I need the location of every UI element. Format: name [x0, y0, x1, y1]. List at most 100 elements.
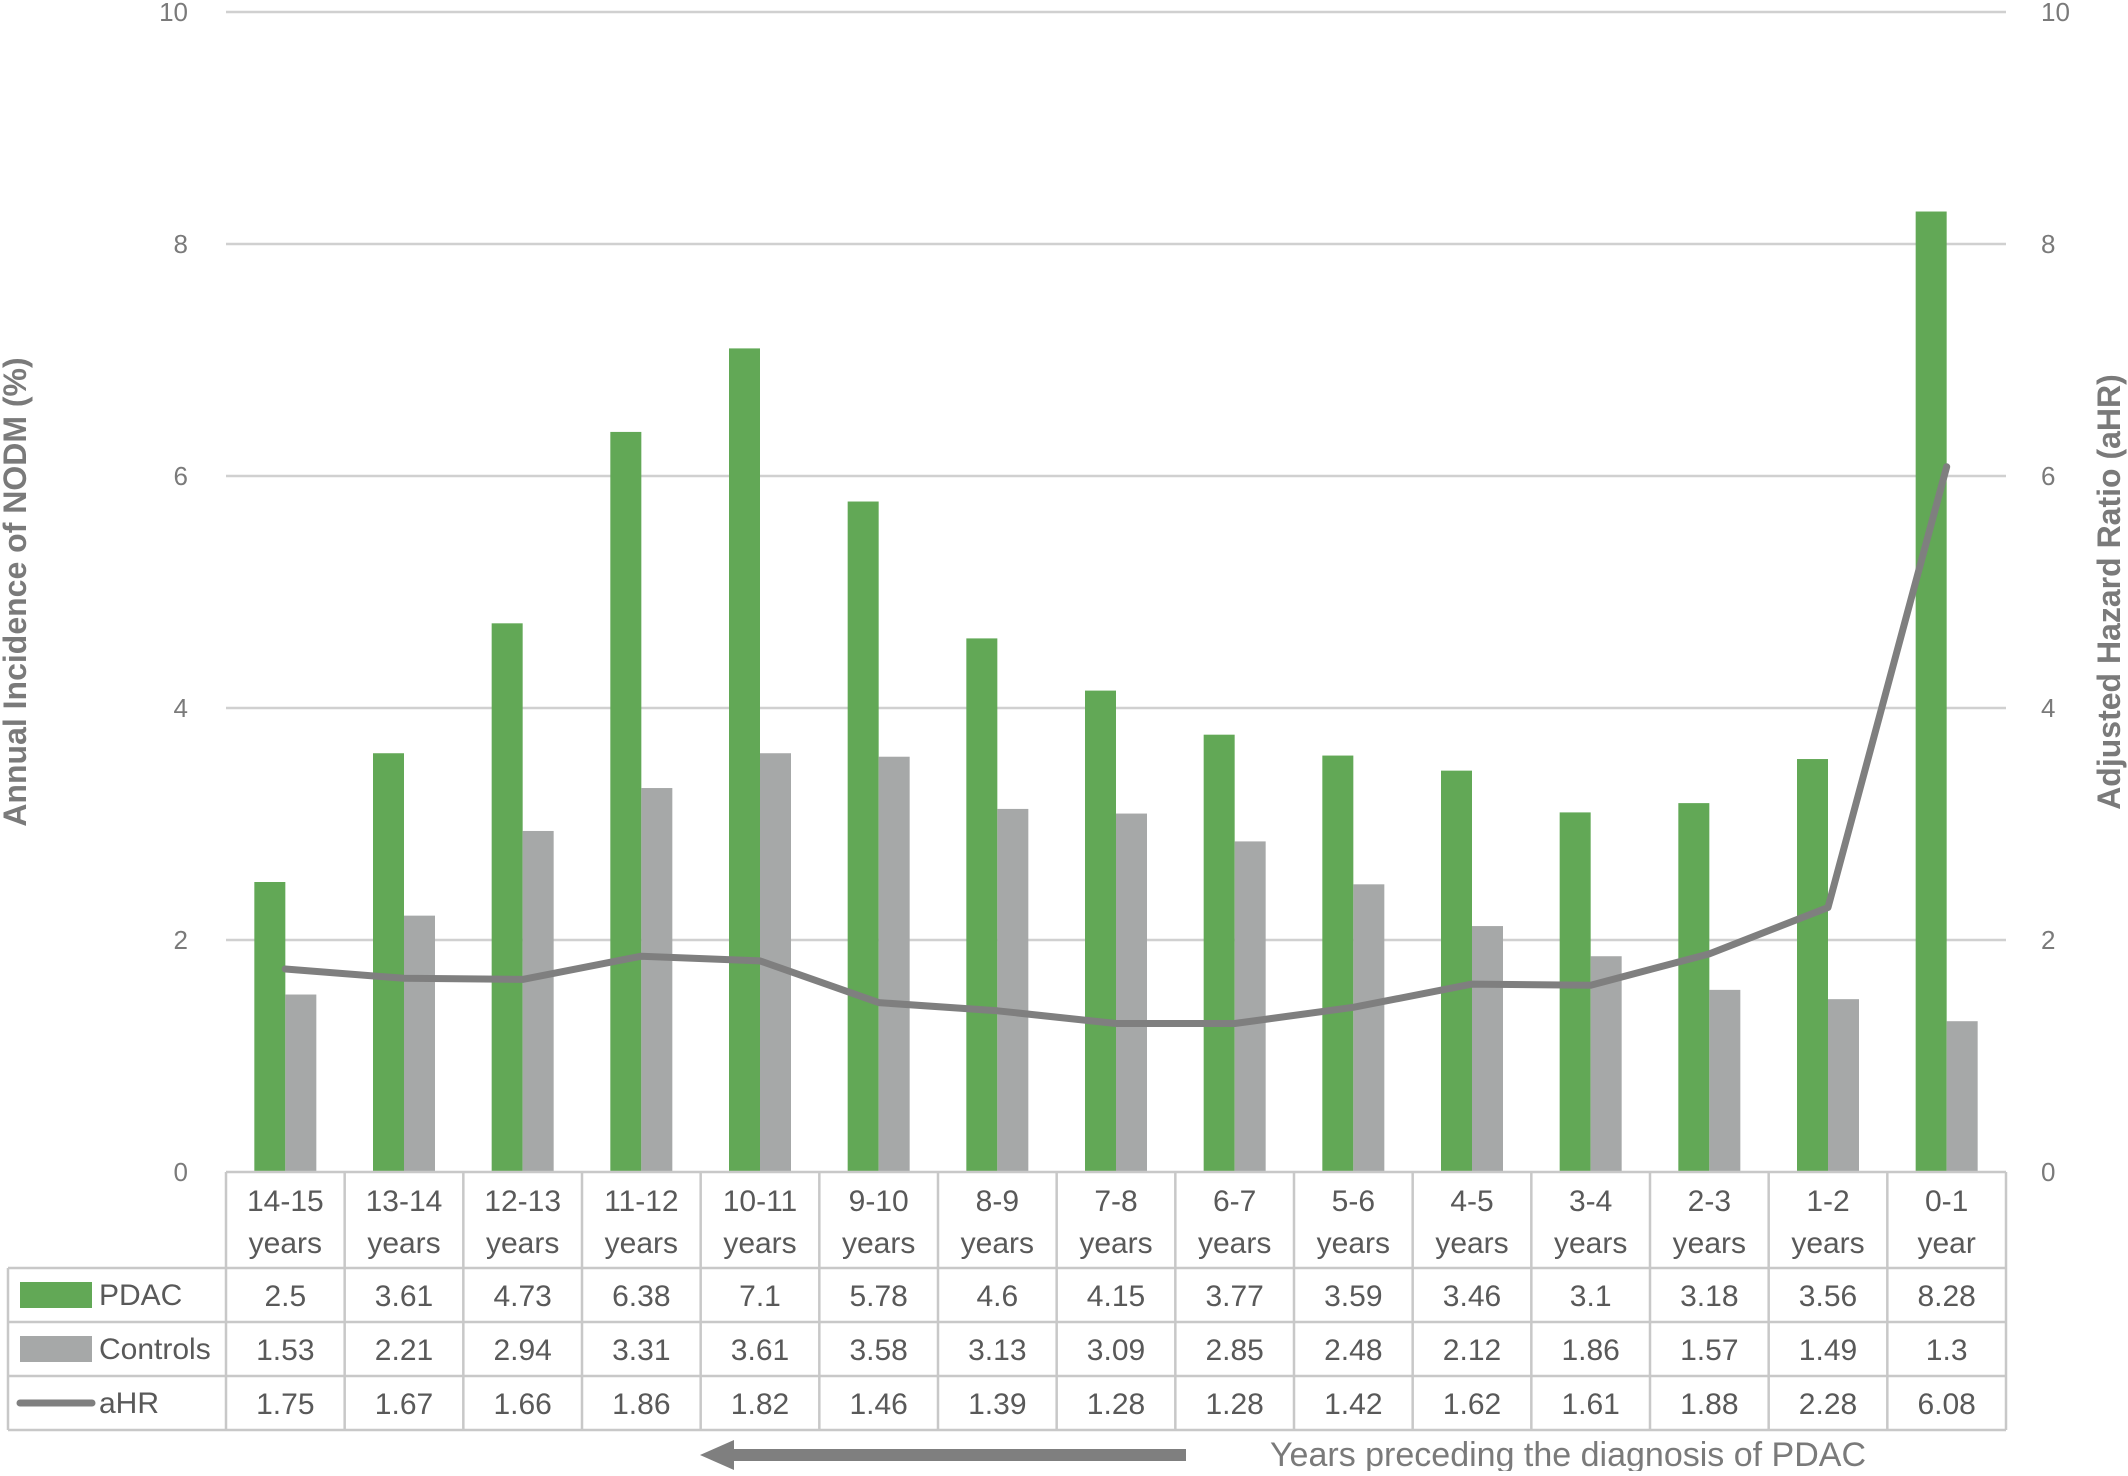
- x-tick-label: 7-8: [1094, 1185, 1137, 1218]
- y-tick-label: 6: [174, 461, 188, 491]
- data-label: 1.42: [1324, 1388, 1382, 1421]
- x-tick-label: years: [961, 1227, 1034, 1260]
- legend-label-pdac: PDAC: [99, 1279, 182, 1312]
- x-tick-label: 9-10: [849, 1185, 909, 1218]
- data-label: 4.15: [1087, 1280, 1145, 1313]
- bar-controls: [1234, 841, 1266, 1172]
- data-label: 2.94: [493, 1334, 551, 1367]
- x-tick-label: 11-12: [604, 1185, 679, 1218]
- bar-pdac: [1322, 755, 1354, 1172]
- bar-pdac: [729, 348, 760, 1172]
- x-tick-label: 1-2: [1806, 1185, 1849, 1218]
- x-tick-label: 12-13: [484, 1185, 561, 1218]
- data-label: 5.78: [849, 1280, 907, 1313]
- data-label: 4.6: [976, 1280, 1018, 1313]
- bar-pdac: [847, 501, 879, 1172]
- data-label: 1.46: [849, 1388, 907, 1421]
- data-label: 2.85: [1205, 1334, 1263, 1367]
- data-label: 1.82: [731, 1388, 789, 1421]
- line-ahr: [281, 463, 1951, 1027]
- x-tick-label: years: [1317, 1227, 1390, 1260]
- x-tick-label: years: [367, 1227, 440, 1260]
- data-label: 6.38: [612, 1280, 670, 1313]
- legend-key-pdac: [20, 1282, 92, 1308]
- data-label: 3.13: [968, 1334, 1026, 1367]
- data-label: 3.61: [375, 1280, 433, 1313]
- x-tick-label: years: [723, 1227, 796, 1260]
- bar-pdac: [254, 882, 286, 1172]
- data-label: 1.57: [1680, 1334, 1738, 1367]
- data-label: 3.18: [1680, 1280, 1738, 1313]
- bar-pdac: [491, 623, 523, 1172]
- y-tick-label: 4: [174, 693, 188, 723]
- x-tick-label: 10-11: [723, 1185, 798, 1218]
- bar-controls: [1472, 926, 1503, 1172]
- bar-controls: [1353, 884, 1385, 1172]
- data-label: 3.09: [1087, 1334, 1145, 1367]
- data-label: 1.53: [256, 1334, 314, 1367]
- bar-pdac: [1085, 690, 1116, 1172]
- bar-pdac: [1441, 770, 1472, 1172]
- x-tick-label: years: [1554, 1227, 1627, 1260]
- data-label: 4.73: [493, 1280, 551, 1313]
- data-label: 1.67: [375, 1388, 433, 1421]
- legend-label-controls: Controls: [99, 1333, 211, 1366]
- bar-pdac: [1559, 812, 1591, 1172]
- data-label: 3.58: [849, 1334, 907, 1367]
- data-label: 1.66: [493, 1388, 551, 1421]
- y2-tick-label: 6: [2041, 461, 2055, 491]
- data-label: 1.39: [968, 1388, 1026, 1421]
- data-label: 1.61: [1561, 1388, 1619, 1421]
- bar-controls: [997, 808, 1029, 1172]
- x-tick-label: 5-6: [1332, 1185, 1375, 1218]
- y2-axis-title: Adjusted Hazard Ratio (aHR): [2091, 374, 2127, 810]
- data-label: 3.31: [612, 1334, 670, 1367]
- bar-pdac: [966, 638, 998, 1172]
- x-tick-label: 8-9: [976, 1185, 1019, 1218]
- data-label: 1.49: [1799, 1334, 1857, 1367]
- x-tick-label: years: [486, 1227, 559, 1260]
- y-tick-label: 2: [174, 925, 188, 955]
- x-tick-label: 13-14: [366, 1185, 443, 1218]
- data-label: 3.1: [1570, 1280, 1612, 1313]
- data-label: 2.48: [1324, 1334, 1382, 1367]
- y-tick-label: 8: [174, 229, 188, 259]
- bar-controls: [641, 788, 673, 1172]
- data-label: 1.88: [1680, 1388, 1738, 1421]
- bar-controls: [1116, 813, 1147, 1172]
- data-label: 3.46: [1443, 1280, 1501, 1313]
- bar-controls: [285, 994, 317, 1172]
- data-label: 3.56: [1799, 1280, 1857, 1313]
- x-tick-label: 2-3: [1688, 1185, 1731, 1218]
- y2-tick-label: 2: [2041, 925, 2055, 955]
- bar-pdac: [1203, 734, 1235, 1172]
- data-label: 1.62: [1443, 1388, 1501, 1421]
- x-tick-label: years: [605, 1227, 678, 1260]
- x-tick-label: 6-7: [1213, 1185, 1256, 1218]
- x-tick-label: year: [1917, 1227, 1975, 1260]
- bar-controls: [1828, 999, 1859, 1172]
- x-tick-label: years: [1435, 1227, 1508, 1260]
- y-tick-label: 10: [159, 0, 188, 27]
- y2-tick-label: 0: [2041, 1157, 2055, 1187]
- data-label: 1.75: [256, 1388, 314, 1421]
- data-label: 8.28: [1917, 1280, 1975, 1313]
- bar-pdac: [1915, 211, 1947, 1172]
- x-tick-label: years: [1791, 1227, 1864, 1260]
- y2-tick-label: 8: [2041, 229, 2055, 259]
- x-tick-label: 4-5: [1450, 1185, 1493, 1218]
- y-tick-label: 0: [174, 1157, 188, 1187]
- data-label: 2.12: [1443, 1334, 1501, 1367]
- bar-controls: [522, 830, 554, 1172]
- data-label: 1.28: [1205, 1388, 1263, 1421]
- legend-key-controls: [20, 1336, 92, 1362]
- data-label: 1.28: [1087, 1388, 1145, 1421]
- data-label: 3.77: [1205, 1280, 1263, 1313]
- x-tick-label: 0-1: [1925, 1185, 1968, 1218]
- bar-pdac: [610, 431, 642, 1172]
- bar-controls: [1946, 1021, 1978, 1172]
- data-label: 3.61: [731, 1334, 789, 1367]
- y2-tick-label: 10: [2041, 0, 2070, 27]
- bar-pdac: [1797, 759, 1828, 1172]
- bar-controls: [1709, 989, 1741, 1172]
